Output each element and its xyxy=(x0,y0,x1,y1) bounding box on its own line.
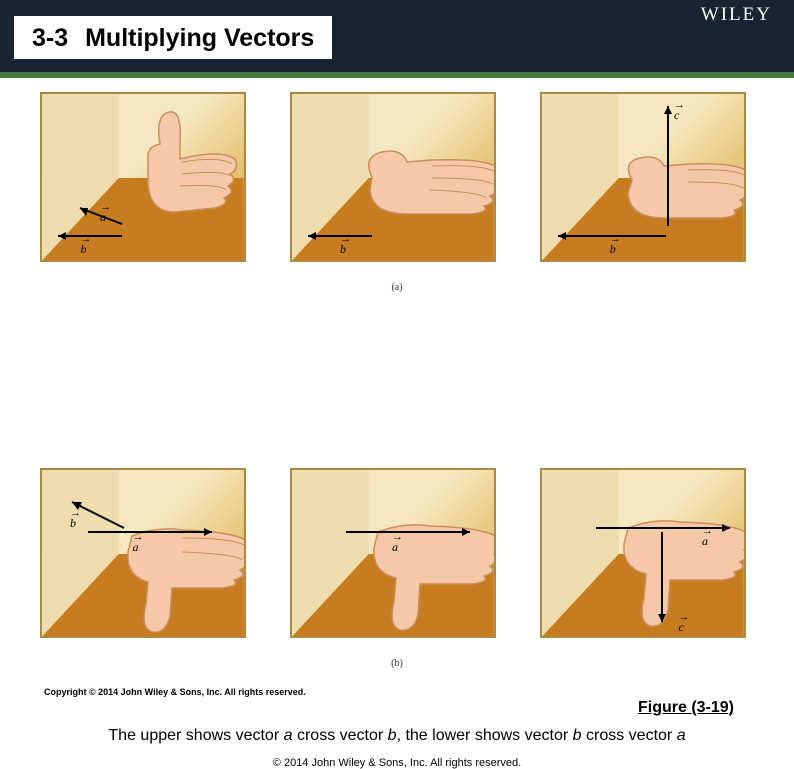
row-label-b: (b) xyxy=(40,658,754,669)
figure-label: Figure (3-19) xyxy=(40,699,754,717)
panel-bottom-1: b a xyxy=(40,468,246,638)
vector-label-b: b xyxy=(80,242,86,256)
caption-v1: a xyxy=(284,727,293,744)
footer-copyright: © 2014 John Wiley & Sons, Inc. All right… xyxy=(40,757,754,769)
inner-copyright: Copyright © 2014 John Wiley & Sons, Inc.… xyxy=(44,687,754,697)
vector-label-a: a xyxy=(132,540,138,554)
panel-top-3: c b xyxy=(540,92,746,262)
caption-text: The upper shows vector xyxy=(108,727,283,744)
caption-v2: b xyxy=(388,727,397,744)
brand-logo: WILEY xyxy=(701,4,772,26)
vector-label-a: a xyxy=(392,540,398,554)
vector-label-a: a xyxy=(702,534,708,548)
panel-bottom-3: a c xyxy=(540,468,746,638)
vector-a-arrow-icon xyxy=(82,524,222,544)
vector-label-c: c xyxy=(674,108,679,122)
hand-flat-right-icon xyxy=(352,122,496,232)
panel-top-2: b xyxy=(290,92,496,262)
vector-b-arrow-icon xyxy=(52,228,132,248)
caption-text: , the lower shows vector xyxy=(397,727,573,744)
section-number: 3-3 xyxy=(32,24,68,52)
caption-text: cross vector xyxy=(293,727,388,744)
panel-bottom-2: a xyxy=(290,468,496,638)
caption-v3: b xyxy=(573,727,582,744)
section-heading: 3-3 Multiplying Vectors xyxy=(14,16,332,59)
vector-a-arrow-icon xyxy=(340,524,480,544)
vector-label-c: c xyxy=(678,620,683,634)
vector-label-b: b xyxy=(70,516,76,530)
panel-top-1: a b xyxy=(40,92,246,262)
vector-label-a: a xyxy=(100,210,106,224)
row-label-a: (a) xyxy=(40,282,754,450)
figure-grid: a b b xyxy=(40,92,754,669)
caption-v4: a xyxy=(677,727,686,744)
slide-header: 3-3 Multiplying Vectors WILEY xyxy=(0,0,794,78)
content-area: a b b xyxy=(0,78,794,769)
hand-flat-right-icon xyxy=(612,130,746,230)
figure-caption: The upper shows vector a cross vector b,… xyxy=(40,727,754,745)
section-title: Multiplying Vectors xyxy=(85,24,314,52)
vector-c-arrow-icon xyxy=(652,530,672,630)
vector-label-b: b xyxy=(340,242,346,256)
vector-label-b: b xyxy=(610,242,616,256)
caption-text: cross vector xyxy=(582,727,677,744)
